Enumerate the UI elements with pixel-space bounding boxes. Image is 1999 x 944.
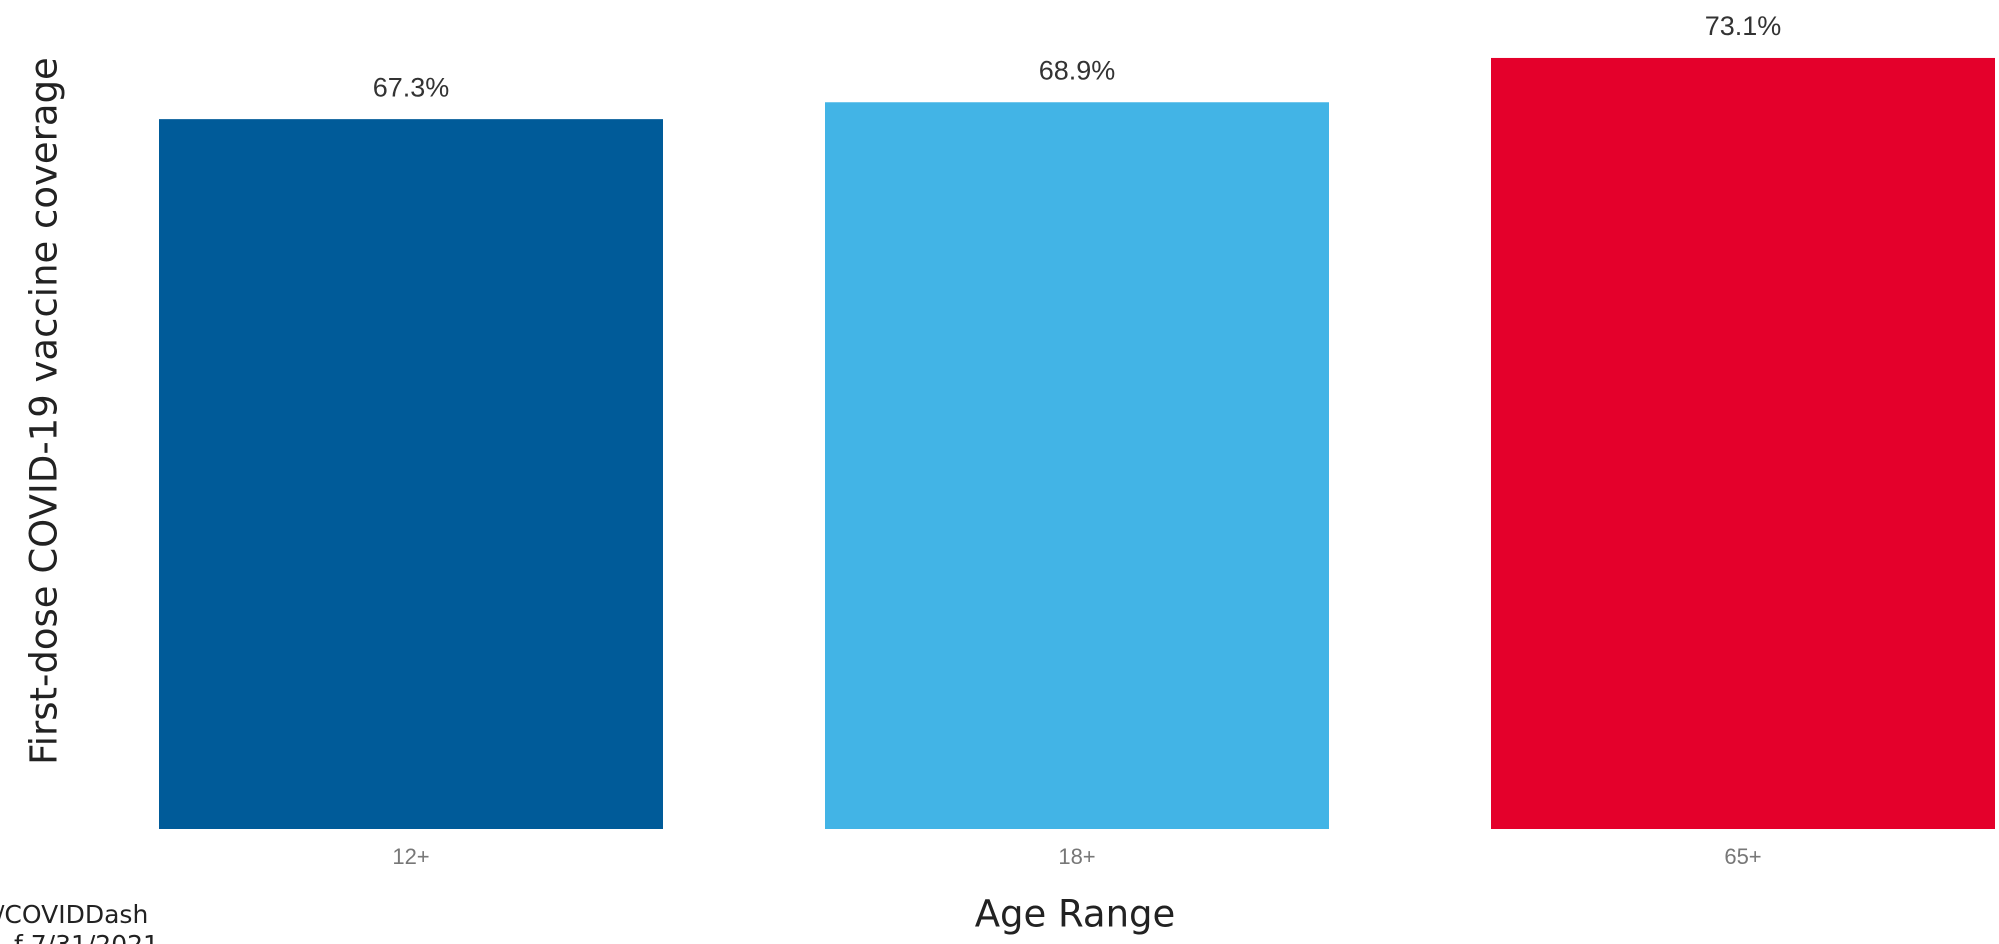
x-axis-title: Age Range (975, 893, 1176, 936)
y-axis-title: First-dose COVID-19 vaccine coverage (23, 57, 66, 765)
footnote: /COVIDDash (0, 900, 148, 929)
bar (1491, 57, 1995, 830)
footnote: f 7/31/2021 (14, 930, 159, 944)
data-label: 67.3% (373, 72, 450, 102)
data-label: 73.1% (1705, 11, 1782, 41)
x-tick-label: 12+ (392, 844, 429, 869)
x-tick-label: 65+ (1724, 844, 1761, 869)
bar (159, 119, 663, 830)
bar (825, 102, 1329, 829)
x-tick-label: 18+ (1058, 844, 1095, 869)
data-label: 68.9% (1039, 55, 1116, 85)
